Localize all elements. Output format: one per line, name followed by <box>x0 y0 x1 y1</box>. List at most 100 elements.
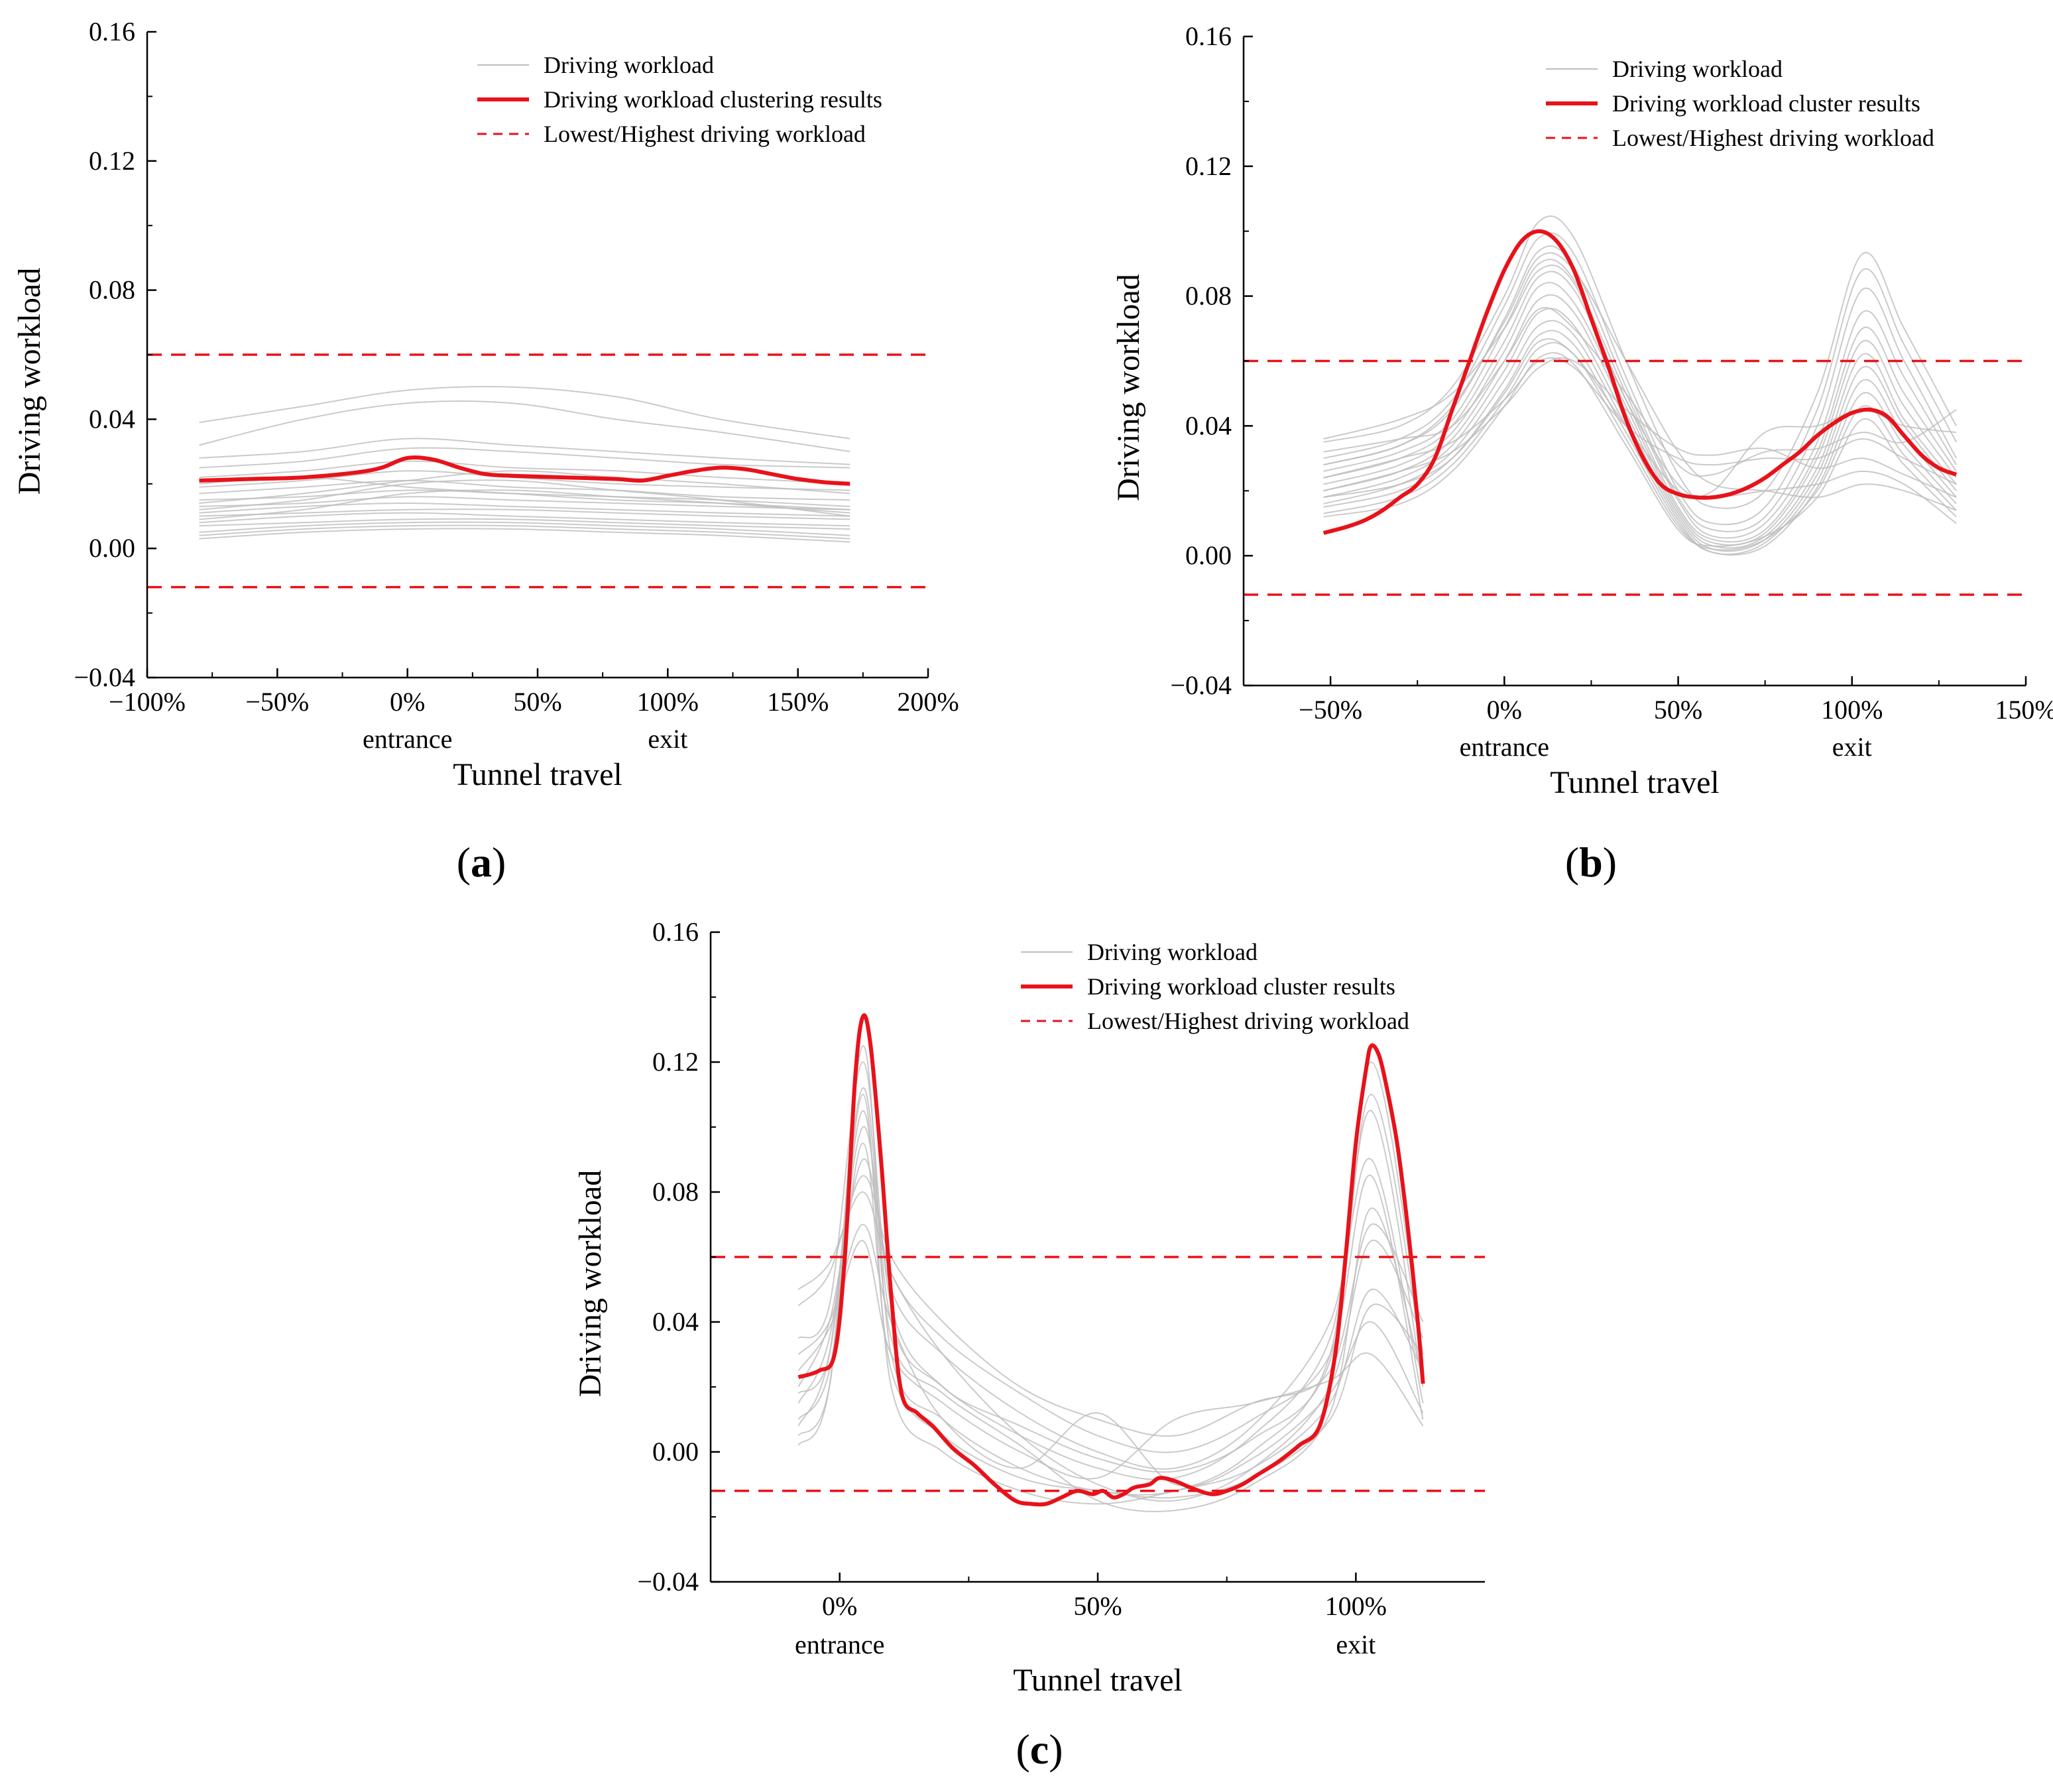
labels-c: entrance exit Tunnel travel Driving workloa… <box>573 1170 1376 1698</box>
legend-b: Driving workload Driving workload cluster… <box>1546 56 1934 151</box>
y-tick-label: 0.12 <box>89 146 135 176</box>
cluster-line-a <box>199 455 851 486</box>
individual-line <box>797 1061 1424 1473</box>
cluster-line <box>797 1013 1425 1507</box>
y-tick-label: 0.12 <box>652 1047 699 1077</box>
individual-line <box>797 1175 1424 1437</box>
y-tick-label: 0.16 <box>652 917 699 947</box>
y-tick-label: −0.04 <box>1170 670 1232 700</box>
individual-line <box>797 1045 1424 1496</box>
individual-line <box>1323 294 1957 549</box>
cluster-line-c <box>797 1013 1425 1507</box>
y-axis-title: Driving workload <box>1111 274 1146 501</box>
x-tick-label: 50% <box>1654 695 1702 725</box>
individual-line <box>1323 282 1957 546</box>
individual-line <box>797 1191 1424 1502</box>
panel-label-b: (b) <box>1565 839 1617 886</box>
individual-line <box>1323 357 1957 499</box>
individual-line <box>199 518 851 530</box>
individual-lines-a <box>199 386 851 543</box>
individual-line <box>1323 232 1957 526</box>
legend-cluster-label: Driving workload cluster results <box>1087 973 1395 1000</box>
individual-line <box>199 400 851 453</box>
panel-label-a: (a) <box>457 839 506 886</box>
legend-individual-label: Driving workload <box>1612 56 1783 82</box>
individual-line <box>199 521 851 536</box>
individual-line <box>797 1223 1424 1487</box>
annotation-entrance: entrance <box>363 724 452 754</box>
cluster-line-b <box>1322 229 1958 535</box>
panel-a: −0.04 0.00 0.04 0.08 0.12 0.16 −100% −50% 0% 50% 1… <box>12 17 959 886</box>
cluster-line <box>199 455 851 486</box>
individual-line <box>1323 357 1957 485</box>
y-tick-label: 0.08 <box>652 1177 699 1207</box>
x-tick-label: 50% <box>1073 1591 1122 1621</box>
individual-lines-b <box>1323 215 1957 556</box>
y-tick-label: 0.00 <box>89 533 135 563</box>
x-tick-label: 0% <box>390 687 425 717</box>
individual-line <box>1323 352 1957 547</box>
legend-cluster-label: Driving workload clustering results <box>544 86 882 113</box>
panel-c: −0.04 0.00 0.04 0.08 0.12 0.16 0% 50% 100% Drivi… <box>573 917 1485 1773</box>
legend-threshold-label: Lowest/Highest driving workload <box>1612 125 1934 151</box>
individual-lines-c <box>797 1045 1424 1512</box>
individual-line <box>199 528 851 543</box>
individual-line <box>797 1158 1424 1453</box>
y-axis-title: Driving workload <box>12 268 47 495</box>
axes-a: −0.04 0.00 0.04 0.08 0.12 0.16 −100% −50% 0% 50% 1… <box>74 17 959 717</box>
x-tick-label: 150% <box>767 687 829 717</box>
annotation-exit: exit <box>648 724 687 754</box>
individual-line <box>199 502 851 517</box>
threshold-lines-c <box>711 1256 1485 1492</box>
legend-individual-label: Driving workload <box>1087 939 1258 965</box>
individual-line <box>797 1142 1424 1499</box>
axes-c: −0.04 0.00 0.04 0.08 0.12 0.16 0% 50% 100% <box>637 917 1485 1621</box>
x-tick-label: −50% <box>1299 695 1362 725</box>
x-tick-label: 0% <box>1487 695 1522 725</box>
individual-line <box>199 512 851 527</box>
y-tick-label: 0.04 <box>652 1307 699 1337</box>
individual-line <box>199 470 851 504</box>
panel-label-c: (c) <box>1016 1726 1063 1773</box>
annotation-exit: exit <box>1336 1630 1376 1659</box>
x-tick-label: 200% <box>897 687 959 717</box>
x-axis-title: Tunnel travel <box>453 757 622 792</box>
y-tick-label: 0.00 <box>1185 540 1232 570</box>
individual-line <box>1323 259 1957 539</box>
y-tick-label: −0.04 <box>74 662 135 692</box>
x-tick-label: 150% <box>1995 695 2053 725</box>
y-axis-title: Driving workload <box>573 1170 608 1398</box>
individual-line <box>199 438 851 465</box>
individual-line <box>199 479 851 517</box>
y-tick-label: 0.16 <box>89 17 135 46</box>
legend-c: Driving workload Driving workload cluster… <box>1021 939 1409 1034</box>
individual-line <box>1323 307 1957 477</box>
legend-cluster-label: Driving workload cluster results <box>1612 90 1920 117</box>
individual-line <box>1323 329 1957 556</box>
y-tick-label: 0.12 <box>1185 151 1232 181</box>
x-tick-label: 100% <box>1821 695 1883 725</box>
legend-threshold-label: Lowest/Highest driving workload <box>1087 1008 1409 1034</box>
y-tick-label: 0.04 <box>1185 410 1232 440</box>
panel-b: −0.04 0.00 0.04 0.08 0.12 0.16 −50% 0% 50% 100% 15… <box>1111 21 2053 886</box>
individual-line <box>199 460 851 485</box>
individual-line <box>797 1110 1424 1512</box>
x-axis-title: Tunnel travel <box>1013 1663 1183 1698</box>
labels-a: entrance exit Tunnel travel Driving workloa… <box>12 268 687 792</box>
x-tick-label: −50% <box>245 687 309 717</box>
threshold-lines-b <box>1244 359 2026 596</box>
legend-individual-label: Driving workload <box>544 52 714 78</box>
y-tick-label: 0.00 <box>652 1437 699 1466</box>
individual-line <box>1323 215 1957 509</box>
annotation-entrance: entrance <box>795 1630 884 1659</box>
x-tick-label: 50% <box>513 687 561 717</box>
individual-line <box>199 524 851 540</box>
individual-line <box>199 447 851 469</box>
x-tick-label: 100% <box>1325 1591 1387 1621</box>
y-tick-label: 0.16 <box>1185 21 1232 51</box>
annotation-entrance: entrance <box>1460 732 1549 762</box>
axes-b: −0.04 0.00 0.04 0.08 0.12 0.16 −50% 0% 50% 100% 15… <box>1170 21 2053 725</box>
individual-line <box>1323 245 1957 532</box>
y-tick-label: 0.08 <box>89 275 135 305</box>
labels-b: entrance exit Tunnel travel Driving workloa… <box>1111 274 1872 800</box>
